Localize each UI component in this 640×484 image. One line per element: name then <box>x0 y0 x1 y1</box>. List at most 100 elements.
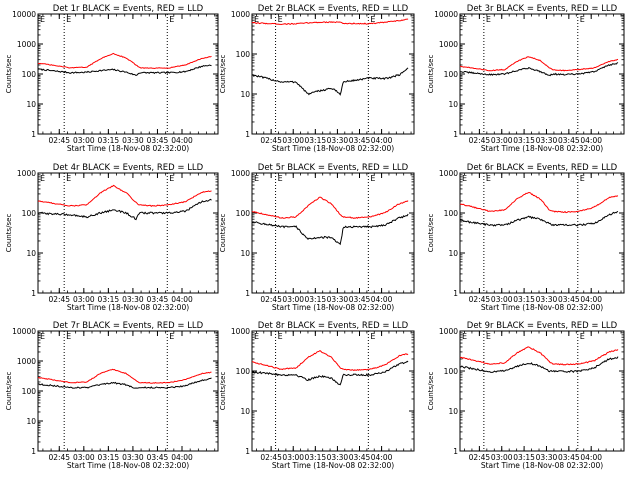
y-tick-label: 1 <box>453 130 458 139</box>
y-tick-label: 1000 <box>439 169 458 178</box>
x-tick-label: 03:45 <box>147 136 169 145</box>
lld-series-line <box>37 368 212 384</box>
y-tick-label: 10 <box>240 407 250 416</box>
x-tick-label: 03:15 <box>305 136 327 145</box>
y-tick-label: 10000 <box>434 10 458 19</box>
events-series-line <box>37 377 212 389</box>
x-tick-label: 04:00 <box>171 453 193 462</box>
x-axis-label: Start Time (18-Nov-08 02:32:00) <box>481 303 603 312</box>
detector-panel: Det 5r BLACK = Events, RED = LLD Counts/s… <box>219 163 415 312</box>
lld-series-line <box>252 349 409 372</box>
x-tick-label: 03:30 <box>536 136 558 145</box>
x-tick-label: 03:30 <box>536 295 558 304</box>
events-series-line <box>459 356 619 373</box>
x-tick-label: 03:15 <box>513 136 535 145</box>
detector-panel: Det 1r BLACK = Events, RED = LLD Counts/s… <box>5 4 219 153</box>
x-tick-label: 02:45 <box>260 136 282 145</box>
x-tick-label: 03:30 <box>536 453 558 462</box>
x-tick-label: 03:45 <box>147 453 169 462</box>
detector-panel: Det 9r BLACK = Events, RED = LLD Counts/s… <box>427 321 625 470</box>
plot-frame <box>251 172 415 294</box>
lld-series-line <box>459 56 619 72</box>
y-axis-label: Counts/sec <box>5 55 13 94</box>
x-tick-label: 03:30 <box>122 295 144 304</box>
flag-label: E <box>278 15 283 24</box>
plot-frame <box>37 330 219 452</box>
detector-panel: Det 8r BLACK = Events, RED = LLD Counts/s… <box>219 321 415 470</box>
y-tick-label: 100 <box>22 70 37 79</box>
y-tick-label: 10000 <box>12 327 36 336</box>
y-axis-label: Counts/sec <box>427 55 435 94</box>
flag-label: E <box>486 174 491 183</box>
y-tick-label: 1 <box>453 289 458 298</box>
plot-frame <box>251 13 415 135</box>
x-tick-label: 03:15 <box>98 136 120 145</box>
panel-title: Det 8r BLACK = Events, RED = LLD <box>258 321 409 331</box>
lld-series-line <box>459 191 619 214</box>
y-tick-label: 1 <box>31 447 36 456</box>
panel-title: Det 3r BLACK = Events, RED = LLD <box>467 4 618 14</box>
y-axis-label: Counts/sec <box>219 214 227 253</box>
panel-title: Det 6r BLACK = Events, RED = LLD <box>467 163 618 173</box>
flag-label: E <box>66 174 71 183</box>
x-tick-label: 04:00 <box>171 295 193 304</box>
y-tick-label: 1000 <box>17 40 36 49</box>
x-tick-label: 03:30 <box>122 453 144 462</box>
y-tick-label: 1 <box>245 289 250 298</box>
panel-title: Det 5r BLACK = Events, RED = LLD <box>258 163 409 173</box>
x-tick-label: 02:45 <box>469 136 491 145</box>
x-tick-label: 03:15 <box>305 453 327 462</box>
x-tick-label: 02:45 <box>48 136 70 145</box>
y-tick-label: 100 <box>444 70 459 79</box>
y-tick-label: 10 <box>26 100 36 109</box>
flag-label: E <box>40 332 45 341</box>
x-tick-label: 03:30 <box>122 136 144 145</box>
flag-label: E <box>40 15 45 24</box>
x-tick-label: 03:45 <box>349 453 371 462</box>
y-tick-label: 10 <box>240 249 250 258</box>
y-tick-label: 10000 <box>12 10 36 19</box>
y-tick-label: 1000 <box>231 10 250 19</box>
flag-label: E <box>580 174 585 183</box>
x-tick-label: 03:30 <box>327 136 349 145</box>
x-tick-label: 04:00 <box>371 295 393 304</box>
y-axis-label: Counts/sec <box>219 372 227 411</box>
flag-label: E <box>278 332 283 341</box>
x-tick-label: 04:00 <box>371 136 393 145</box>
x-tick-label: 04:00 <box>371 453 393 462</box>
x-tick-label: 04:00 <box>580 295 602 304</box>
detector-panel: Det 6r BLACK = Events, RED = LLD Counts/s… <box>427 163 625 312</box>
panel-title: Det 1r BLACK = Events, RED = LLD <box>53 4 204 14</box>
y-axis-label: Counts/sec <box>219 55 227 94</box>
flag-label: E <box>169 15 174 24</box>
x-tick-label: 03:45 <box>558 295 580 304</box>
y-tick-label: 1000 <box>17 169 36 178</box>
x-axis-label: Start Time (18-Nov-08 02:32:00) <box>272 144 394 153</box>
lld-series-line <box>251 18 409 26</box>
x-tick-label: 03:00 <box>73 295 95 304</box>
x-tick-label: 03:00 <box>282 453 304 462</box>
y-tick-label: 1000 <box>439 327 458 336</box>
x-tick-label: 02:45 <box>469 453 491 462</box>
events-series-line <box>251 67 409 96</box>
x-axis-label: Start Time (18-Nov-08 02:32:00) <box>272 461 394 470</box>
events-series-line <box>251 213 409 246</box>
y-tick-label: 10 <box>448 407 458 416</box>
y-tick-label: 1000 <box>231 169 250 178</box>
y-tick-label: 100 <box>236 50 251 59</box>
y-tick-label: 10 <box>448 249 458 258</box>
flag-label: E <box>169 174 174 183</box>
flag-label: E <box>580 15 585 24</box>
y-axis-label: Counts/sec <box>427 372 435 411</box>
y-axis-label: Counts/sec <box>427 214 435 253</box>
y-tick-label: 100 <box>236 367 251 376</box>
x-tick-label: 03:00 <box>491 295 513 304</box>
y-tick-label: 10 <box>26 249 36 258</box>
panel-title: Det 9r BLACK = Events, RED = LLD <box>467 321 618 331</box>
x-tick-label: 03:15 <box>513 453 535 462</box>
x-tick-label: 02:45 <box>469 295 491 304</box>
x-tick-label: 02:45 <box>48 295 70 304</box>
plot-frame <box>251 330 415 452</box>
detector-panel: Det 4r BLACK = Events, RED = LLD Counts/s… <box>5 163 219 312</box>
flag-label: E <box>40 174 45 183</box>
